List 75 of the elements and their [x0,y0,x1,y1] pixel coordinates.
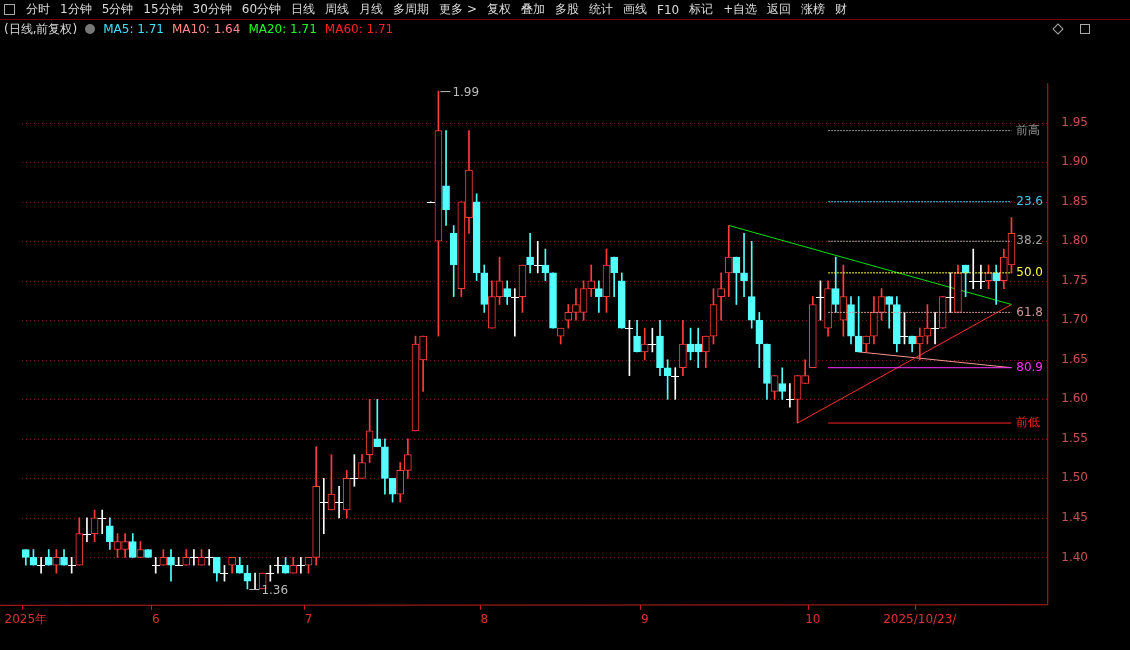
candlestick [335,485,343,519]
x-tick-label: 10 [805,612,821,627]
text: 5分钟 [100,1,135,18]
candlestick [671,367,679,400]
text: 日线 [290,1,317,18]
candlestick [152,557,160,574]
series-label: 80.9 [1016,359,1043,374]
candlestick [266,564,274,582]
y-tick-label: 1.90 [1061,154,1088,169]
text: 周线 [324,1,351,18]
text: 叠加 [520,1,546,18]
candlestick [740,233,748,297]
text: 复权 [486,1,512,18]
y-tick-label: 1.60 [1061,391,1088,406]
candlestick [442,130,450,226]
text: 分时 [25,1,51,18]
annotation: 1.36 [261,583,289,598]
x-tick-label: 9 [640,612,649,627]
x-tick-label: 8 [480,612,489,627]
chart-subtitle: MA5: 1.71 MA10: 1.64 MA20: 1.71 MA60: 1.71 [103,22,394,36]
x-tick-label: 6 [151,612,160,627]
text: 财 [834,1,849,18]
candlestick [373,398,382,448]
text: 更多 > [438,1,478,18]
candlestick [511,288,519,337]
series-label: 50.0 [1016,265,1043,279]
x-tick-label: 2025年 [4,612,48,627]
y-tick-label: 1.85 [1061,193,1088,208]
text: 1分钟 [59,1,93,18]
candlestick [931,312,939,345]
candlestick [992,264,1001,305]
candlestick [526,233,534,274]
series-label: 前低 [1016,415,1041,430]
text: 多周期 [392,1,431,18]
text: 60分钟 [240,1,283,18]
y-tick-label: 1.45 [1061,509,1088,524]
x-tick-label: 7 [304,612,313,627]
candlestick [274,557,282,574]
text: 15分钟 [142,1,184,18]
y-tick-label: 1.55 [1061,430,1088,445]
candlestick [98,509,106,534]
text: 涨榜 [800,1,827,18]
candlestick [786,383,794,408]
y-tick-label: 1.70 [1061,312,1088,327]
y-tick-label: 1.80 [1061,233,1088,248]
text: 30分钟 [191,1,233,18]
text: F10 [656,2,681,17]
candlestick [724,225,733,297]
x-tick-label: 2025/10/23/ [883,612,958,627]
series-label: 38.2 [1016,233,1043,248]
candlestick [717,272,725,321]
chart-title: (日线,前复权) [4,20,78,38]
candlestick [534,240,542,274]
text: +自选 [722,1,759,18]
series-label: 61.8 [1016,304,1043,319]
candlestick [205,549,213,566]
text: 月线 [358,1,385,18]
series-label: 前高 [1016,122,1041,137]
text: 标记 [688,1,715,18]
candlestick [320,478,328,534]
text: 画线 [622,1,648,18]
text: 多股 [554,1,580,18]
y-tick-label: 1.65 [1061,351,1088,366]
candlestick [190,549,198,566]
series-label: 23.6 [1016,193,1043,208]
text: 统计 [588,1,614,18]
candlestick [37,557,45,574]
y-tick-label: 1.75 [1061,272,1088,287]
candlestick [83,517,91,542]
annotation: 1.99 [452,85,480,100]
y-tick-label: 1.40 [1061,549,1088,564]
y-tick-label: 1.95 [1061,114,1088,129]
candlestick [297,557,305,574]
y-tick-label: 1.50 [1061,470,1088,485]
text: 返回 [766,1,793,18]
